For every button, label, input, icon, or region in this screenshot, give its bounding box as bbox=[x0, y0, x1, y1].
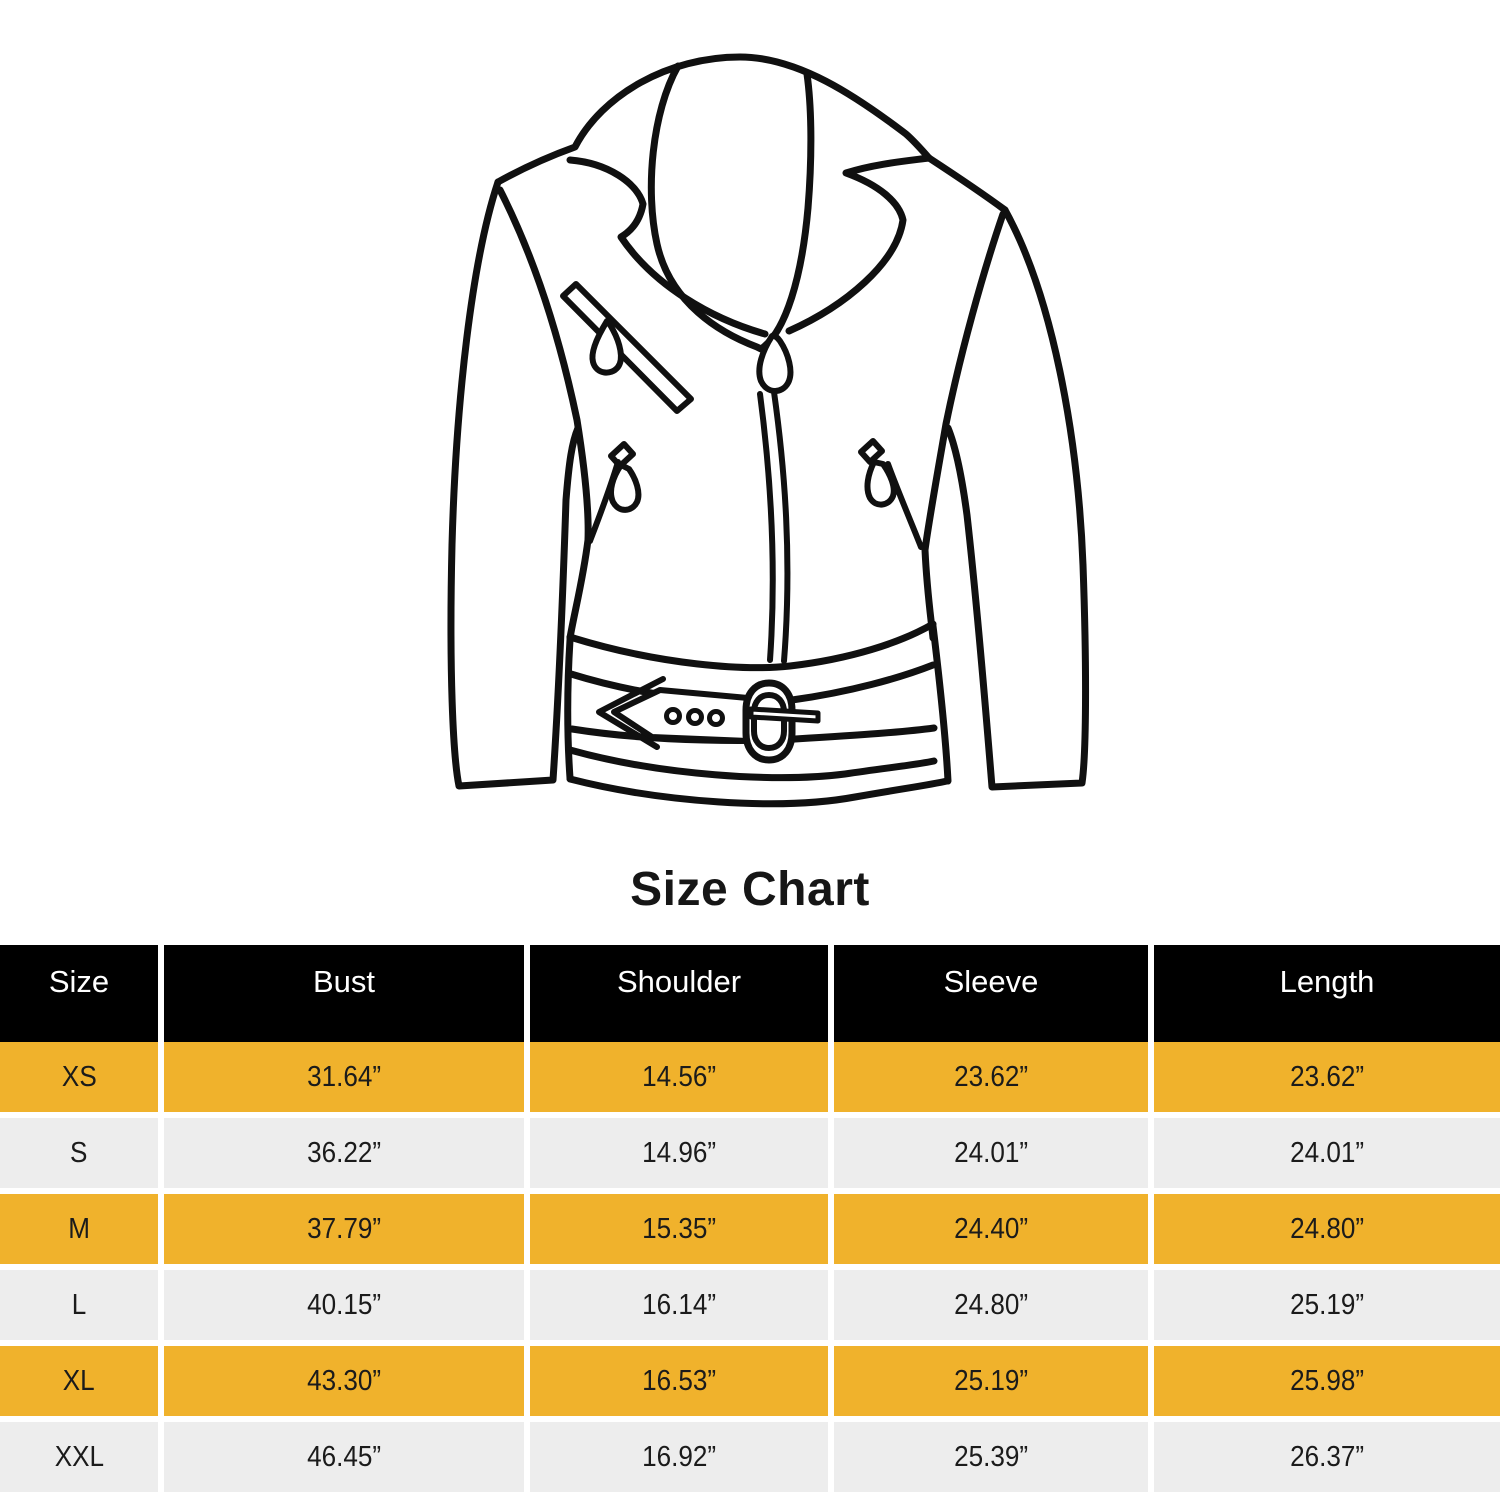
jacket-right-waist-pocket-pull-icon bbox=[864, 459, 897, 508]
jacket-belt-hole bbox=[664, 707, 682, 725]
jacket-right-shoulder bbox=[925, 154, 1009, 214]
jacket-zipper-lines bbox=[757, 389, 791, 664]
jacket-left-lapel bbox=[566, 156, 769, 338]
cell-bust-m: 37.79” bbox=[164, 1194, 524, 1264]
cell-sleeve-xs: 23.62” bbox=[834, 1042, 1148, 1112]
cell-bust-xl: 43.30” bbox=[164, 1346, 524, 1416]
jacket-left-body-seam bbox=[496, 186, 592, 642]
jacket-left-sleeve bbox=[447, 178, 582, 790]
page-title: Size Chart bbox=[630, 863, 870, 916]
cell-bust-s: 36.22” bbox=[164, 1118, 524, 1188]
jacket-buckle-inner bbox=[751, 692, 787, 751]
jacket-illustration bbox=[447, 53, 1090, 808]
cell-size-xl: XL bbox=[0, 1346, 158, 1416]
cell-bust-l: 40.15” bbox=[164, 1270, 524, 1340]
cell-bust-xxl: 46.45” bbox=[164, 1422, 524, 1492]
cell-sleeve-xxl: 25.39” bbox=[834, 1422, 1148, 1492]
cell-bust-xs: 31.64” bbox=[164, 1042, 524, 1112]
cell-size-l: L bbox=[0, 1270, 158, 1340]
column-header-shoulder: Shoulder bbox=[530, 945, 828, 1042]
cell-sleeve-m: 24.40” bbox=[834, 1194, 1148, 1264]
jacket-hem-top bbox=[566, 746, 938, 782]
cell-length-xs: 23.62” bbox=[1154, 1042, 1500, 1112]
cell-length-xxl: 26.37” bbox=[1154, 1422, 1500, 1492]
cell-length-m: 24.80” bbox=[1154, 1194, 1500, 1264]
jacket-right-sleeve bbox=[944, 206, 1090, 791]
cell-size-xxl: XXL bbox=[0, 1422, 158, 1492]
jacket-chest-pocket bbox=[560, 281, 694, 414]
jacket-right-side-lower bbox=[929, 622, 952, 785]
cell-size-s: S bbox=[0, 1118, 158, 1188]
column-header-bust: Bust bbox=[164, 945, 524, 1042]
cell-shoulder-m: 15.35” bbox=[530, 1194, 828, 1264]
jacket-left-side-lower bbox=[564, 636, 574, 782]
cell-shoulder-l: 16.14” bbox=[530, 1270, 828, 1340]
jacket-belt-hole bbox=[686, 708, 704, 726]
jacket-left-waist-pocket-pull-icon bbox=[608, 462, 642, 513]
cell-size-xs: XS bbox=[0, 1042, 158, 1112]
cell-shoulder-xs: 14.56” bbox=[530, 1042, 828, 1112]
size-table-body: XS 31.64” 14.56” 23.62” 23.62” S 36.22” … bbox=[0, 1042, 1500, 1492]
jacket-belt-hole bbox=[707, 709, 725, 727]
jacket-collar-dome bbox=[494, 53, 933, 186]
jacket-belt-chevron-outline bbox=[596, 676, 666, 750]
cell-length-s: 24.01” bbox=[1154, 1118, 1500, 1188]
column-header-size: Size bbox=[0, 945, 158, 1042]
jacket-waist-seam bbox=[566, 620, 937, 672]
jacket-hem-bottom bbox=[566, 775, 951, 808]
jacket-right-lapel bbox=[785, 154, 933, 335]
jacket-chest-pocket-pull-icon bbox=[589, 318, 624, 376]
size-table-header: Size Bust Shoulder Sleeve Length bbox=[0, 945, 1500, 1042]
column-header-sleeve: Sleeve bbox=[834, 945, 1148, 1042]
jacket-right-body-seam bbox=[921, 210, 1007, 642]
cell-length-xl: 25.98” bbox=[1154, 1346, 1500, 1416]
cell-sleeve-l: 24.80” bbox=[834, 1270, 1148, 1340]
cell-shoulder-xl: 16.53” bbox=[530, 1346, 828, 1416]
cell-sleeve-s: 24.01” bbox=[834, 1118, 1148, 1188]
column-header-length: Length bbox=[1154, 945, 1500, 1042]
jacket-zipper-pull-icon bbox=[756, 332, 794, 394]
cell-size-m: M bbox=[0, 1194, 158, 1264]
cell-sleeve-xl: 25.19” bbox=[834, 1346, 1148, 1416]
cell-shoulder-xxl: 16.92” bbox=[530, 1422, 828, 1492]
cell-length-l: 25.19” bbox=[1154, 1270, 1500, 1340]
jacket-buckle-prong bbox=[748, 706, 821, 724]
cell-shoulder-s: 14.96” bbox=[530, 1118, 828, 1188]
jacket-neck-opening bbox=[647, 62, 815, 353]
jacket-right-waist-pocket-bar bbox=[858, 438, 885, 465]
